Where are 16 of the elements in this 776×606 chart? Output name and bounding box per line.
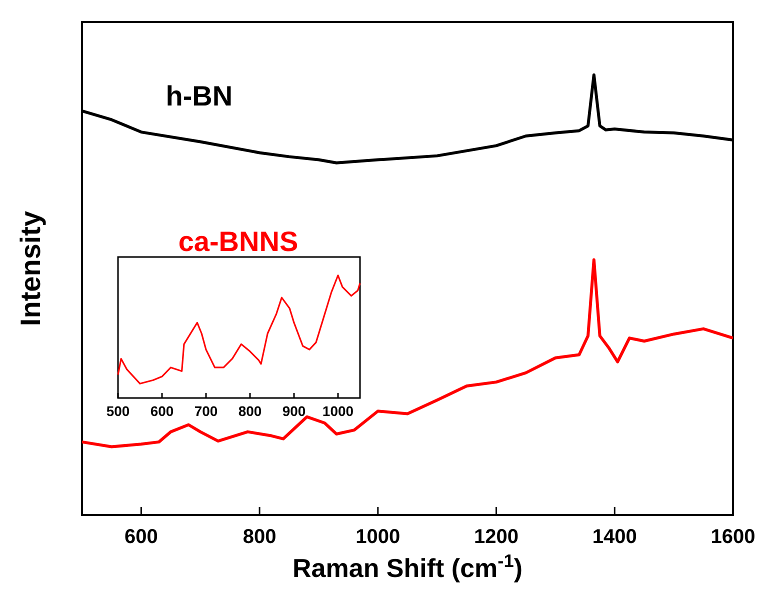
- x-tick-label: 1400: [592, 526, 637, 548]
- x-tick-label: 600: [150, 403, 174, 419]
- y-axis-title: Intensity: [15, 210, 46, 326]
- x-tick-label: 500: [106, 403, 130, 419]
- series-label: h-BN: [166, 80, 233, 112]
- x-tick-label: 800: [242, 526, 276, 548]
- x-tick-label: 1000: [322, 403, 354, 419]
- x-tick-label: 900: [282, 403, 306, 419]
- x-tick-label: 600: [124, 526, 158, 548]
- text: ca-BNNS: [178, 226, 298, 257]
- x-tick-label: 700: [194, 403, 218, 419]
- x-tick-label: 1000: [356, 526, 400, 548]
- x-tick-label: 1200: [474, 526, 519, 548]
- x-tick-label: 800: [238, 403, 262, 419]
- x-tick-label: 1600: [710, 526, 756, 548]
- x-axis-title: Raman Shift (cm$^{-1}$): [292, 551, 522, 583]
